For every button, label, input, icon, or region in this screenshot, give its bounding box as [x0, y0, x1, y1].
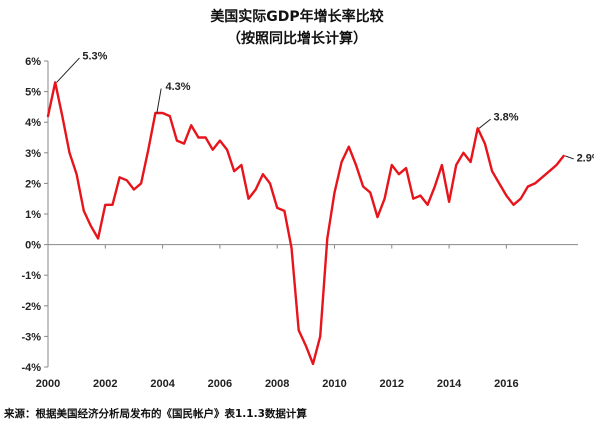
gdp-growth-line: [46, 81, 565, 366]
y-tick-label: -2%: [21, 301, 41, 313]
x-tick-label: 2014: [437, 378, 462, 390]
y-tick-label: 1%: [25, 209, 41, 221]
axes: [44, 60, 578, 368]
x-tick-label: 2006: [208, 378, 232, 390]
annotation-label: 5.3%: [82, 50, 107, 62]
annotation-label: 3.8%: [493, 112, 518, 124]
x-tick-label: 2008: [265, 378, 289, 390]
chart-subtitle: （按照同比增长计算）: [227, 30, 367, 47]
y-tick-label: -4%: [21, 362, 41, 374]
x-tick-label: 2010: [322, 378, 346, 390]
x-tick-label: 2000: [36, 378, 60, 390]
y-tick-label: -3%: [21, 331, 41, 343]
y-tick-label: 6%: [25, 56, 41, 68]
y-tick-label: 3%: [25, 148, 41, 160]
annotation-leader: [478, 118, 491, 129]
x-tick-label: 2004: [150, 378, 175, 390]
y-tick-label: 2%: [25, 178, 41, 190]
tick-labels: 6% 5% 4% 3% 2% 1% 0% -1% -2% -3% -4% 2000 2002 2004 20…: [21, 56, 518, 390]
y-tick-label: -1%: [21, 270, 41, 282]
source-note: 来源：根据美国经济分析局发布的《国民帐户》表1.1.3数据计算: [4, 408, 307, 420]
line-chart: 美国实际GDP年增长率比较 （按照同比增长计算） 6% 5% 4% 3% 2% 1% 0% -…: [21, 8, 594, 390]
annotation-label: 2.9%: [577, 152, 594, 164]
y-tick-label: 5%: [25, 87, 41, 99]
x-tick-label: 2016: [494, 378, 518, 390]
y-tick-label: 4%: [25, 117, 41, 129]
annotations: 5.3% 4.3% 3.8% 2.9%: [56, 50, 594, 164]
x-tick-label: 2012: [380, 378, 404, 390]
chart-title: 美国实际GDP年增长率比较: [210, 8, 383, 25]
annotation-label: 4.3%: [165, 81, 190, 93]
series-group: [46, 81, 565, 366]
x-tick-label: 2002: [93, 378, 117, 390]
annotation-leader: [156, 88, 162, 114]
annotation-leader: [564, 155, 574, 160]
annotation-leader: [56, 57, 80, 83]
y-tick-label: 0%: [25, 240, 41, 252]
